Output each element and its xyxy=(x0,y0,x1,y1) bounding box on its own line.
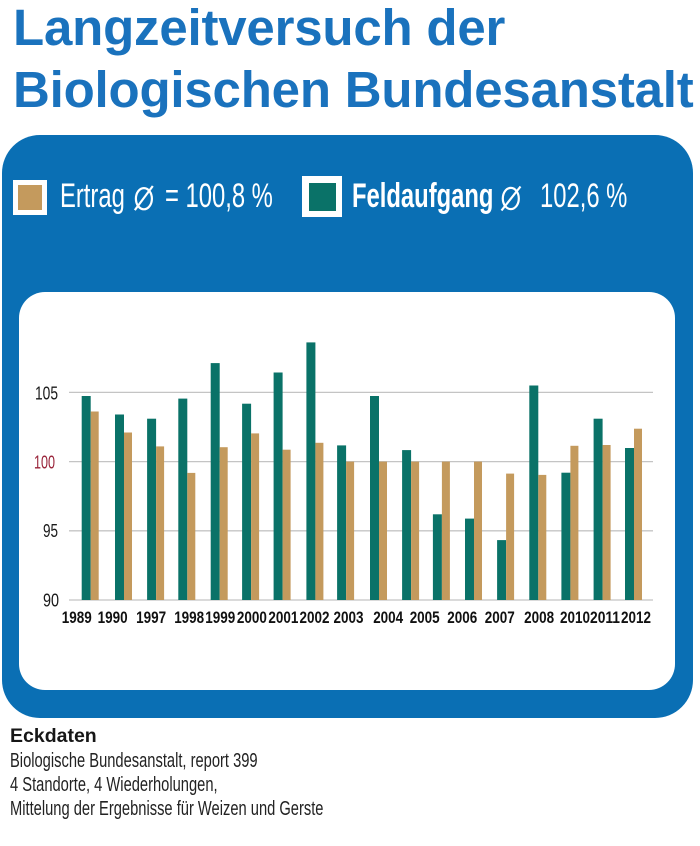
svg-text:2006: 2006 xyxy=(447,609,477,627)
svg-text:2003: 2003 xyxy=(334,609,364,627)
svg-text:2005: 2005 xyxy=(410,609,440,627)
svg-text:100: 100 xyxy=(34,453,55,473)
svg-text:2000: 2000 xyxy=(237,609,267,627)
svg-text:95: 95 xyxy=(43,521,58,541)
svg-text:2004: 2004 xyxy=(373,609,404,627)
svg-text:2011: 2011 xyxy=(590,609,620,627)
svg-text:1999: 1999 xyxy=(205,609,235,627)
svg-text:90: 90 xyxy=(43,591,59,611)
svg-text:2007: 2007 xyxy=(485,609,515,627)
svg-text:105: 105 xyxy=(35,384,58,404)
svg-text:1990: 1990 xyxy=(98,609,128,627)
svg-text:2001: 2001 xyxy=(268,609,298,627)
svg-text:1998: 1998 xyxy=(174,609,204,627)
svg-text:2012: 2012 xyxy=(621,609,651,627)
svg-text:2002: 2002 xyxy=(300,609,330,627)
svg-text:1997: 1997 xyxy=(136,609,166,627)
svg-text:2010: 2010 xyxy=(560,609,590,627)
svg-text:1989: 1989 xyxy=(62,609,92,627)
svg-text:2008: 2008 xyxy=(524,609,554,627)
